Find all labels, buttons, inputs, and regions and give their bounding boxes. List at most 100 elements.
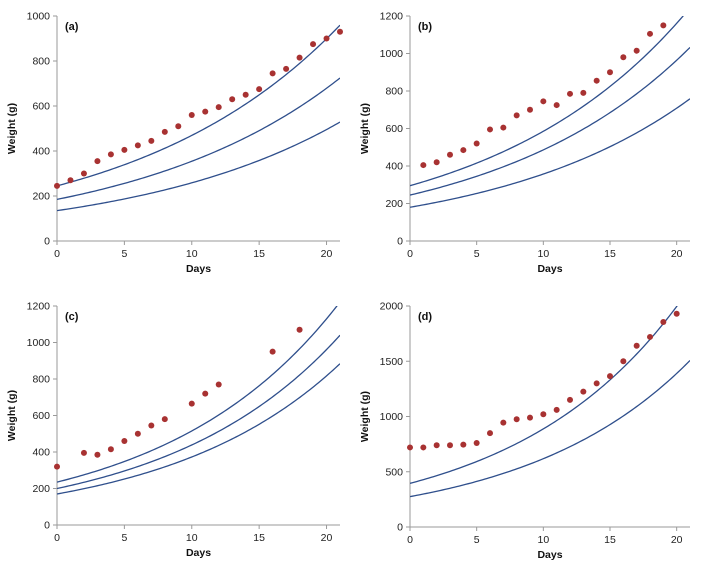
data-point [433,159,440,166]
y-tick-label: 400 [385,161,403,173]
data-point [540,98,547,105]
chart-panel-3: 0 200 400 600 800 1000 1200 0 5 10 15 20 Days Weight … [6,301,340,559]
x-tick-label: 0 [407,248,413,260]
y-tick-label: 600 [32,101,50,113]
data-point [647,30,653,37]
y-tick-label: 0 [44,236,50,248]
y-tick-label: 400 [32,146,50,158]
y-tick-label: 200 [32,483,50,495]
x-tick-label: 10 [537,534,549,546]
data-point [80,449,87,456]
data-point [215,381,222,388]
growth-curve-3 [57,121,340,212]
data-point [620,54,627,61]
data-point [148,422,155,429]
data-point [54,463,60,470]
y-tick-label: 800 [32,374,50,386]
x-tick-label: 10 [186,248,198,260]
x-axis-title: Days [537,263,562,275]
y-tick-label: 200 [385,198,403,210]
growth-curve-3 [57,363,340,495]
x-tick-label: 5 [121,532,127,544]
data-point [580,388,587,395]
x-tick-label: 15 [604,534,616,546]
data-point [487,430,493,437]
data-point [567,396,573,403]
y-tick-label: 1500 [380,356,404,368]
data-point [447,151,453,158]
data-point [269,348,276,355]
y-axis-title: Weight (g) [359,103,371,154]
panel-label: (c) [65,311,79,323]
chart-panel-4: 0 500 1000 1500 2000 0 5 10 15 20 Days Weight (g) (d… [359,301,690,561]
y-tick-label: 800 [385,86,403,98]
data-point [215,104,222,111]
x-tick-label: 5 [474,248,480,260]
x-tick-label: 10 [186,532,198,544]
y-axis-title: Weight (g) [6,390,18,441]
data-point [161,128,168,135]
data-point [175,123,182,130]
curve-group [57,306,340,495]
data-point [107,151,114,158]
data-point [460,147,467,154]
data-point [593,77,600,84]
data-point [134,142,141,149]
data-point [80,170,87,177]
data-point [242,91,249,98]
chart-panel-2: 0 200 400 600 800 1000 1200 0 5 10 15 20 Days Weight … [359,11,690,275]
x-tick-label: 15 [253,248,265,260]
y-tick-label: 600 [32,410,50,422]
data-point [202,390,209,397]
data-point [269,70,276,77]
data-point [553,102,560,109]
y-tick-label: 2000 [380,301,404,313]
data-point [188,400,195,407]
y-tick-label: 1000 [380,48,404,60]
data-point [420,444,427,451]
y-tick-label: 1200 [380,11,404,23]
x-tick-label: 0 [54,248,60,260]
y-tick-label: 1000 [27,11,51,23]
growth-curve-3 [410,98,690,208]
y-tick-label: 400 [32,447,50,459]
data-point [256,86,263,93]
data-point [540,411,547,418]
x-axis-title: Days [186,547,211,559]
data-point [607,373,613,380]
y-tick-label: 0 [397,236,403,248]
growth-curve-1 [410,306,678,484]
y-tick-label: 1000 [380,411,404,423]
growth-curve-1 [57,306,338,483]
data-point [513,112,520,119]
x-tick-label: 0 [407,534,413,546]
data-point [67,177,74,184]
data-point [296,326,303,333]
data-point [660,22,667,29]
data-point [202,108,209,115]
data-point [447,442,453,449]
data-point [407,444,413,451]
data-point [487,126,493,133]
growth-curve-2 [57,77,340,201]
x-tick-label: 15 [253,532,265,544]
data-point [513,416,520,423]
data-point [107,446,114,453]
x-axis-title: Days [186,263,211,275]
y-tick-label: 0 [44,520,50,532]
y-axis-title: Weight (g) [359,391,371,442]
data-point [420,162,427,169]
data-point [148,137,155,144]
x-tick-label: 20 [321,248,333,260]
data-point [473,140,480,147]
data-point [553,406,560,413]
x-tick-label: 20 [671,248,683,260]
y-tick-label: 600 [385,123,403,135]
data-point [527,414,533,421]
growth-curve-1 [57,24,340,187]
x-tick-label: 20 [671,534,683,546]
data-point [134,430,141,437]
growth-curve-1 [410,16,684,187]
data-point [607,69,613,76]
